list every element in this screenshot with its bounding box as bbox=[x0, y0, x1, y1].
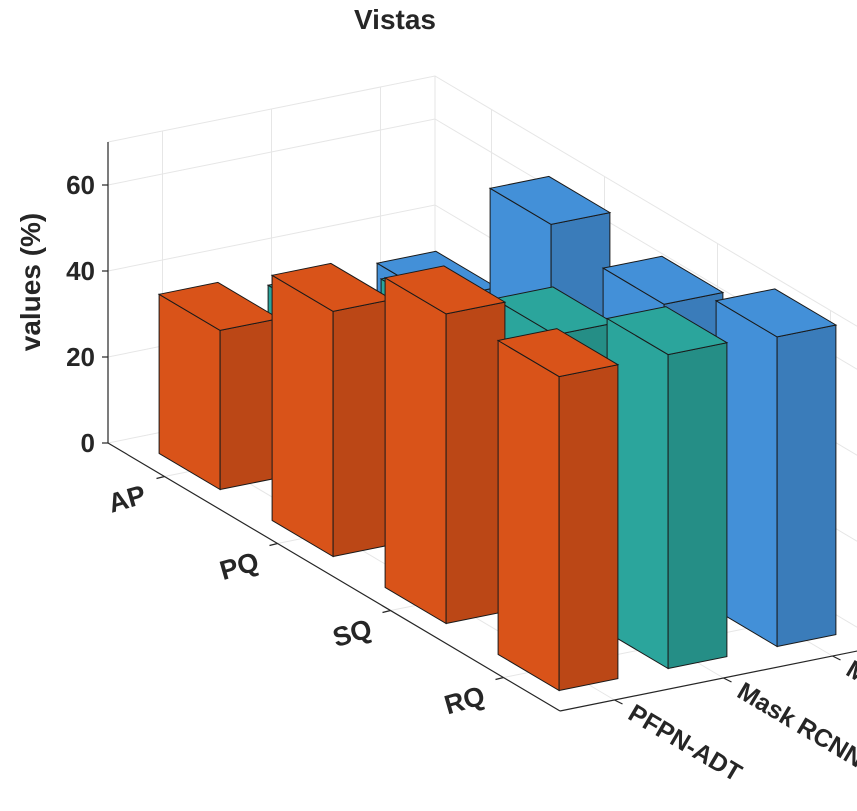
category-tick-mark bbox=[495, 676, 504, 681]
bar bbox=[270, 262, 394, 558]
bar-side-face bbox=[667, 342, 728, 670]
bars bbox=[157, 175, 838, 692]
z-tick-label: 0 bbox=[81, 428, 95, 458]
bar-front-face bbox=[271, 274, 334, 558]
bar bbox=[496, 328, 620, 692]
series-tick-label: Mask RCNN-COCO bbox=[732, 677, 857, 811]
bar bbox=[383, 265, 507, 625]
bar-top-face bbox=[605, 306, 729, 356]
bar-side-face bbox=[445, 301, 506, 625]
z-tick-label: 60 bbox=[66, 170, 95, 200]
series-tick-mark bbox=[723, 677, 732, 683]
category-tick-label: PQ bbox=[216, 546, 262, 586]
bar bbox=[157, 281, 281, 491]
z-tick-label: 20 bbox=[66, 342, 95, 372]
category-tick-mark bbox=[156, 475, 165, 480]
series-tick-mark bbox=[832, 655, 841, 661]
series-tick-mark bbox=[614, 699, 623, 705]
bar-front-face bbox=[384, 276, 447, 625]
bar bbox=[605, 306, 729, 670]
series-tick-label: PFPN-ADT bbox=[623, 699, 746, 787]
z-tick-label: 40 bbox=[66, 256, 95, 286]
category-tick-label: RQ bbox=[441, 680, 488, 720]
bar-top-face bbox=[383, 265, 507, 315]
category-tick-mark bbox=[269, 542, 278, 547]
category-tick-label: AP bbox=[105, 479, 149, 518]
bar-top-face bbox=[714, 288, 838, 338]
bar-side-face bbox=[776, 324, 837, 648]
bar-top-face bbox=[496, 328, 620, 378]
category-axis-line bbox=[107, 442, 561, 712]
bar-side-face bbox=[332, 298, 393, 558]
bar-front-face bbox=[497, 339, 560, 692]
bar-top-face bbox=[488, 175, 612, 225]
bar bbox=[714, 288, 838, 648]
category-tick-mark bbox=[382, 609, 391, 614]
category-tick-label: SQ bbox=[329, 613, 375, 653]
y-axis-label: values (%) bbox=[15, 213, 46, 352]
bar-side-face bbox=[219, 317, 280, 491]
bar-top-face bbox=[601, 255, 725, 305]
bar-side-face bbox=[558, 364, 619, 692]
chart-title: Vistas bbox=[354, 4, 436, 35]
